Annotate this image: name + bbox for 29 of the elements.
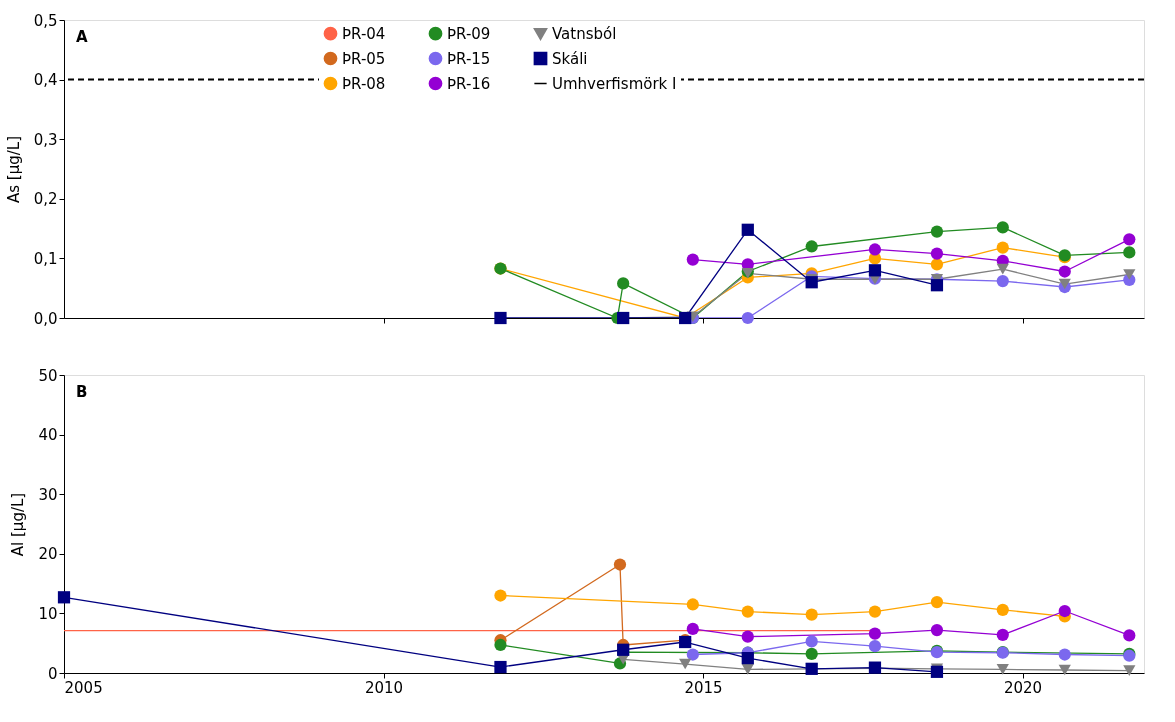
y-tick-label: 20 [38, 545, 58, 564]
y-tick-label: 50 [38, 366, 58, 385]
legend-label: ÞR-04 [342, 24, 386, 43]
y-tick-label: 0,5 [33, 11, 58, 30]
annotation: B [76, 383, 88, 401]
y-tick-label: 30 [38, 485, 58, 504]
ref-line-label: Umhverfismörk I [552, 74, 677, 93]
legend-label: ÞR-05 [342, 49, 386, 68]
annotation: A [76, 28, 88, 46]
legend-label: ÞR-08 [342, 74, 386, 93]
y-tick-label: 0,2 [33, 190, 58, 209]
legend-label: ÞR-15 [447, 49, 491, 68]
legend-label: ÞR-09 [447, 24, 491, 43]
y-tick-label: 0,0 [33, 309, 58, 328]
y-tick-label: 0,4 [33, 71, 58, 90]
y-axis-title: As [µg/L] [4, 135, 23, 204]
y-tick-label: 0 [47, 664, 58, 683]
x-tick-label: 2020 [1003, 678, 1043, 697]
y-axis-title: Al [µg/L] [9, 492, 28, 557]
x-tick-label: 2005 [64, 678, 103, 697]
y-tick-label: 0,1 [33, 249, 58, 268]
legend-label: Skáli [552, 49, 588, 68]
y-tick-label: 0,3 [33, 130, 58, 149]
x-tick-label: 2015 [684, 678, 723, 697]
legend-label: Vatnsból [552, 25, 617, 44]
y-tick-label: 40 [38, 426, 58, 445]
legend-label: ÞR-16 [447, 74, 491, 93]
x-tick-label: 2010 [364, 678, 404, 697]
y-tick-label: 10 [38, 604, 58, 623]
